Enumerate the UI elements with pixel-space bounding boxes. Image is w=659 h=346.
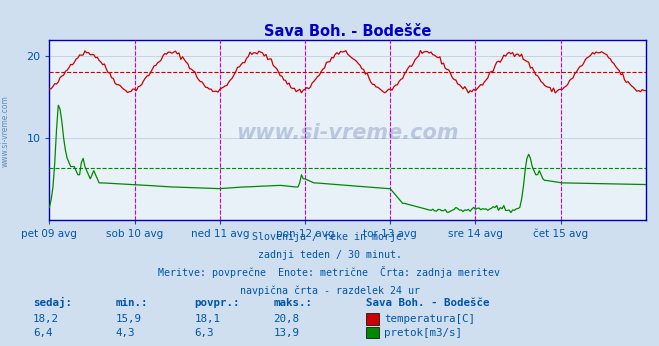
Text: temperatura[C]: temperatura[C] bbox=[384, 315, 475, 325]
Text: maks.:: maks.: bbox=[273, 298, 312, 308]
Text: 4,3: 4,3 bbox=[115, 328, 135, 338]
Text: pretok[m3/s]: pretok[m3/s] bbox=[384, 328, 462, 338]
Text: navpična črta - razdelek 24 ur: navpična črta - razdelek 24 ur bbox=[239, 286, 420, 297]
Text: Meritve: povprečne  Enote: metrične  Črta: zadnja meritev: Meritve: povprečne Enote: metrične Črta:… bbox=[159, 266, 500, 279]
Text: 20,8: 20,8 bbox=[273, 315, 299, 325]
Text: sedaj:: sedaj: bbox=[33, 297, 72, 308]
Text: 15,9: 15,9 bbox=[115, 315, 141, 325]
Text: 6,3: 6,3 bbox=[194, 328, 214, 338]
Text: zadnji teden / 30 minut.: zadnji teden / 30 minut. bbox=[258, 251, 401, 261]
Text: 18,1: 18,1 bbox=[194, 315, 220, 325]
Text: www.si-vreme.com: www.si-vreme.com bbox=[237, 123, 459, 143]
Text: povpr.:: povpr.: bbox=[194, 298, 240, 308]
Text: Slovenija / reke in morje.: Slovenija / reke in morje. bbox=[252, 233, 407, 243]
Text: min.:: min.: bbox=[115, 298, 148, 308]
Text: www.si-vreme.com: www.si-vreme.com bbox=[1, 95, 10, 167]
Text: 18,2: 18,2 bbox=[33, 315, 59, 325]
Text: 13,9: 13,9 bbox=[273, 328, 299, 338]
Text: 6,4: 6,4 bbox=[33, 328, 53, 338]
Text: Sava Boh. - Bodešče: Sava Boh. - Bodešče bbox=[366, 298, 489, 308]
Title: Sava Boh. - Bodešče: Sava Boh. - Bodešče bbox=[264, 24, 431, 39]
